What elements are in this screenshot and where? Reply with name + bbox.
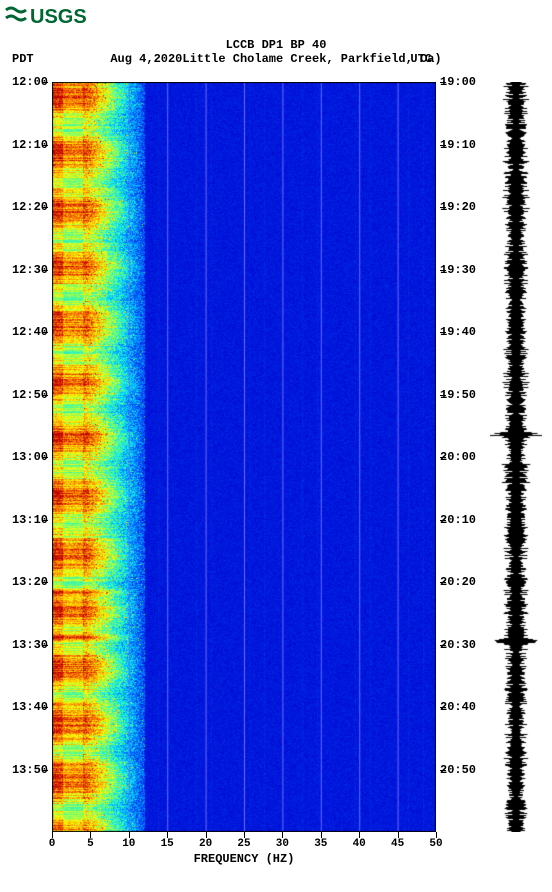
pdt-label: PDT xyxy=(12,52,34,66)
spectrogram-canvas xyxy=(52,82,436,832)
usgs-logo: USGS xyxy=(4,4,96,33)
waveform-canvas xyxy=(490,82,542,832)
chart-titles: LCCB DP1 BP 40 PDT Aug 4,2020Little Chol… xyxy=(0,38,552,66)
freq-tick: 45 xyxy=(391,838,404,850)
freq-tick: 35 xyxy=(314,838,327,850)
freq-tick: 5 xyxy=(87,838,94,850)
svg-text:USGS: USGS xyxy=(30,6,87,28)
freq-tick: 15 xyxy=(161,838,174,850)
title-date: Aug 4,2020 xyxy=(110,52,182,66)
freq-tick: 30 xyxy=(276,838,289,850)
freq-tick: 40 xyxy=(353,838,366,850)
frequency-axis-label: FREQUENCY (HZ) xyxy=(194,852,295,866)
left-time-axis: 12:0012:1012:2012:3012:4012:5013:0013:10… xyxy=(0,82,48,832)
title-line1: LCCB DP1 BP 40 xyxy=(0,38,552,52)
freq-tick: 20 xyxy=(199,838,212,850)
freq-tick: 25 xyxy=(237,838,250,850)
utc-label: UTC xyxy=(410,52,432,66)
freq-tick: 0 xyxy=(49,838,56,850)
title-line2: Little Cholame Creek, Parkfield, Ca) xyxy=(182,52,441,66)
right-time-axis: 19:0019:1019:2019:3019:4019:5020:0020:10… xyxy=(440,82,490,832)
freq-tick: 10 xyxy=(122,838,135,850)
freq-tick: 50 xyxy=(429,838,442,850)
